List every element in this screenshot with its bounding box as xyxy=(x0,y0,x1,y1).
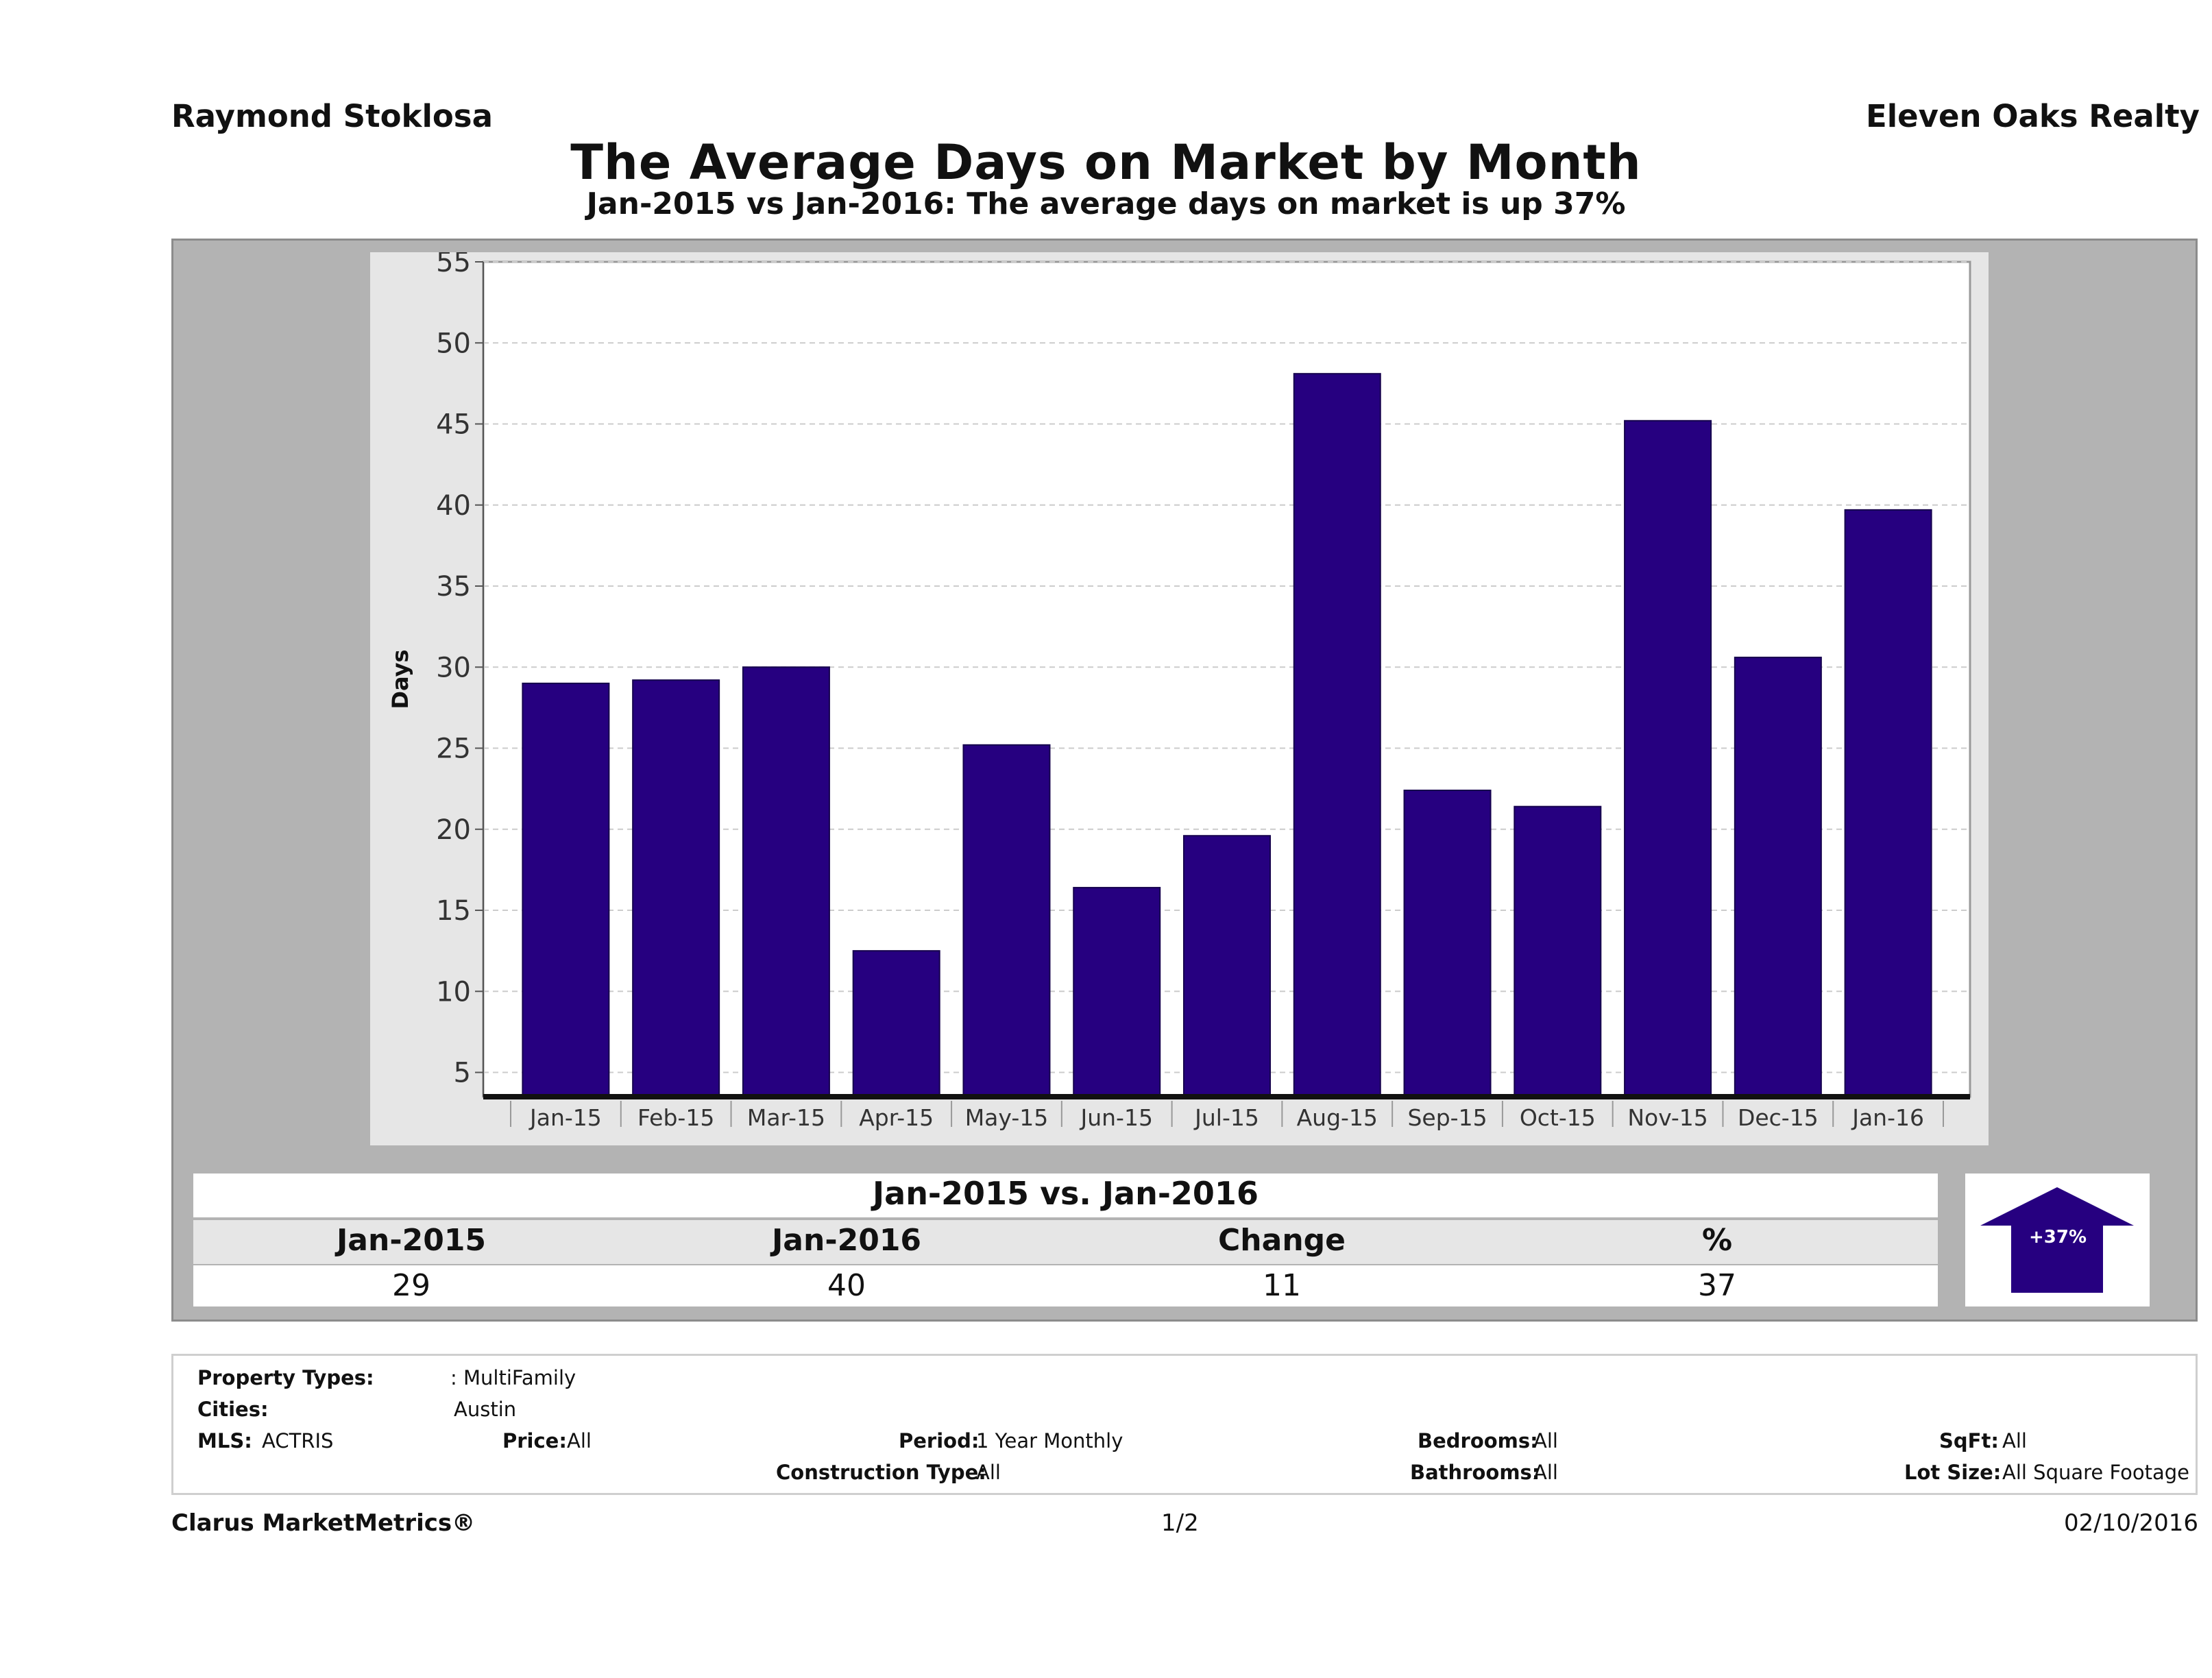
bar-may-15 xyxy=(962,744,1051,1097)
summary-value-percent: 37 xyxy=(1698,1268,1736,1303)
summary-col-jan2015: Jan-2015 xyxy=(336,1223,487,1258)
sqft-label: SqFt: xyxy=(1939,1429,1999,1452)
y-tick-label: 15 xyxy=(436,895,471,927)
page-subtitle: Jan-2015 vs Jan-2016: The average days o… xyxy=(586,186,1626,221)
summary-col-percent: % xyxy=(1701,1223,1733,1258)
summary-heading-row xyxy=(193,1174,1938,1217)
x-tick-label: Oct-15 xyxy=(1520,1104,1596,1131)
up-arrow-icon xyxy=(1980,1187,2134,1293)
bar-aug-15 xyxy=(1293,373,1381,1097)
x-tick-label: Apr-15 xyxy=(859,1104,934,1131)
y-tick-label: 45 xyxy=(436,409,471,441)
property-types-label: Property Types: xyxy=(197,1366,374,1389)
summary-col-jan2016: Jan-2016 xyxy=(771,1223,922,1258)
summary-heading: Jan-2015 vs. Jan-2016 xyxy=(873,1175,1259,1212)
construction-type-value: All xyxy=(976,1461,1001,1484)
bar-apr-15 xyxy=(852,950,940,1097)
y-tick-label: 30 xyxy=(436,652,471,683)
sqft-value: All xyxy=(2002,1429,2027,1452)
footer-brand: Clarus MarketMetrics® xyxy=(171,1509,476,1537)
y-tick-label: 5 xyxy=(454,1058,471,1089)
lot-size-label: Lot Size: xyxy=(1904,1461,2002,1484)
x-tick-label: Feb-15 xyxy=(637,1104,714,1131)
property-types-value: : MultiFamily xyxy=(450,1366,576,1389)
company-name: Eleven Oaks Realty xyxy=(1865,98,2200,134)
x-tick-label: Jan-15 xyxy=(528,1104,602,1131)
bar-sep-15 xyxy=(1403,790,1492,1097)
price-label: Price: xyxy=(502,1429,567,1452)
y-axis-label: Days xyxy=(387,649,413,709)
bar-jul-15 xyxy=(1183,835,1271,1097)
summary-value-change: 11 xyxy=(1263,1268,1301,1303)
summary-col-change: Change xyxy=(1218,1223,1346,1258)
footer-date: 02/10/2016 xyxy=(2064,1509,2198,1537)
agent-name: Raymond Stoklosa xyxy=(171,98,493,134)
x-tick-label: May-15 xyxy=(965,1104,1049,1131)
change-badge xyxy=(1965,1174,2150,1306)
x-tick-label: Jul-15 xyxy=(1193,1104,1259,1131)
bedrooms-label: Bedrooms: xyxy=(1418,1429,1538,1452)
summary-value-jan2015: 29 xyxy=(392,1268,430,1303)
cities-label: Cities: xyxy=(197,1398,269,1421)
summary-header-row xyxy=(193,1220,1938,1264)
bar-nov-15 xyxy=(1624,420,1712,1097)
y-tick-label: 35 xyxy=(436,571,471,603)
construction-type-label: Construction Type: xyxy=(776,1461,986,1484)
bedrooms-value: All xyxy=(1533,1429,1558,1452)
y-tick-label: 40 xyxy=(436,490,471,522)
x-tick-label: Mar-15 xyxy=(747,1104,825,1131)
lot-size-value: All Square Footage xyxy=(2002,1461,2190,1484)
x-tick-label: Nov-15 xyxy=(1627,1104,1707,1131)
page-title: The Average Days on Market by Month xyxy=(570,134,1642,191)
bar-jan-15 xyxy=(522,682,610,1097)
x-tick-label: Jan-16 xyxy=(1851,1104,1924,1131)
bathrooms-label: Bathrooms: xyxy=(1410,1461,1540,1484)
bar-mar-15 xyxy=(742,666,830,1097)
bar-jun-15 xyxy=(1073,886,1161,1097)
period-value: 1 Year Monthly xyxy=(976,1429,1123,1452)
period-label: Period: xyxy=(899,1429,980,1452)
x-tick-label: Aug-15 xyxy=(1297,1104,1378,1131)
bar-oct-15 xyxy=(1514,805,1602,1097)
criteria-box xyxy=(171,1354,2198,1495)
bar-chart: 5 10 15 20 25 30 35 40 45 50 55 Days Jan-15 Feb-15 Mar… xyxy=(387,252,1971,1131)
footer-page: 1/2 xyxy=(1161,1509,1199,1537)
summary-value-jan2016: 40 xyxy=(827,1268,866,1303)
bar-dec-15 xyxy=(1734,657,1822,1097)
mls-label: MLS: xyxy=(197,1429,252,1452)
y-tick-label: 25 xyxy=(436,733,471,765)
y-tick-label: 50 xyxy=(436,328,471,359)
change-badge-label: +37% xyxy=(2028,1227,2087,1248)
mls-value: ACTRIS xyxy=(262,1429,334,1452)
x-tick-label: Sep-15 xyxy=(1407,1104,1487,1131)
x-tick-label: Dec-15 xyxy=(1738,1104,1819,1131)
x-tick-label: Jun-15 xyxy=(1079,1104,1152,1131)
y-tick-label: 20 xyxy=(436,814,471,846)
price-value: All xyxy=(567,1429,592,1452)
bar-feb-15 xyxy=(632,679,720,1097)
y-tick-label: 55 xyxy=(436,252,471,278)
bar-jan-16 xyxy=(1844,509,1932,1097)
bathrooms-value: All xyxy=(1533,1461,1558,1484)
cities-value: Austin xyxy=(454,1398,517,1421)
summary-value-row xyxy=(193,1265,1938,1306)
y-tick-label: 10 xyxy=(436,976,471,1008)
chart-panel: 5 10 15 20 25 30 35 40 45 50 55 Days Jan-15 Feb-15 Mar… xyxy=(370,252,1989,1145)
